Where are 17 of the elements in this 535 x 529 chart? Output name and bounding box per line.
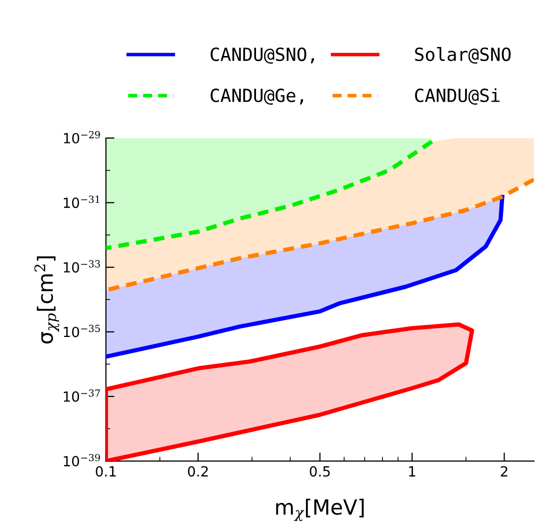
- y-tick-label: 10$^{−31}$: [64, 196, 100, 208]
- x-tick-label: 2: [500, 466, 508, 476]
- x-tick-label: 0.5: [310, 466, 330, 477]
- x-tick-label: 1: [409, 466, 416, 476]
- y-tick-label: 10$^{−35}$: [64, 324, 100, 338]
- legend-label: CANDU@Ge,: [210, 88, 304, 105]
- y-axis-title: σ$_{χp}$[cm$^{2}$]: [34, 256, 60, 344]
- legend-label: Solar@SNO: [415, 47, 511, 64]
- y-tick-label: 10$^{−37}$: [64, 389, 100, 402]
- y-tick-label: 10$^{−39}$: [64, 454, 100, 466]
- legend-label: CANDU@Si: [415, 88, 500, 105]
- x-tick-label: 0.2: [188, 466, 208, 477]
- x-tick-label: 0.1: [96, 466, 116, 477]
- y-tick-label: 10$^{−33}$: [64, 260, 100, 273]
- x-axis-title: m$_{χ}$[MeV]: [276, 498, 364, 522]
- legend-label: CANDU@SNO,: [210, 47, 314, 64]
- y-tick-label: 10$^{−29}$: [64, 130, 100, 144]
